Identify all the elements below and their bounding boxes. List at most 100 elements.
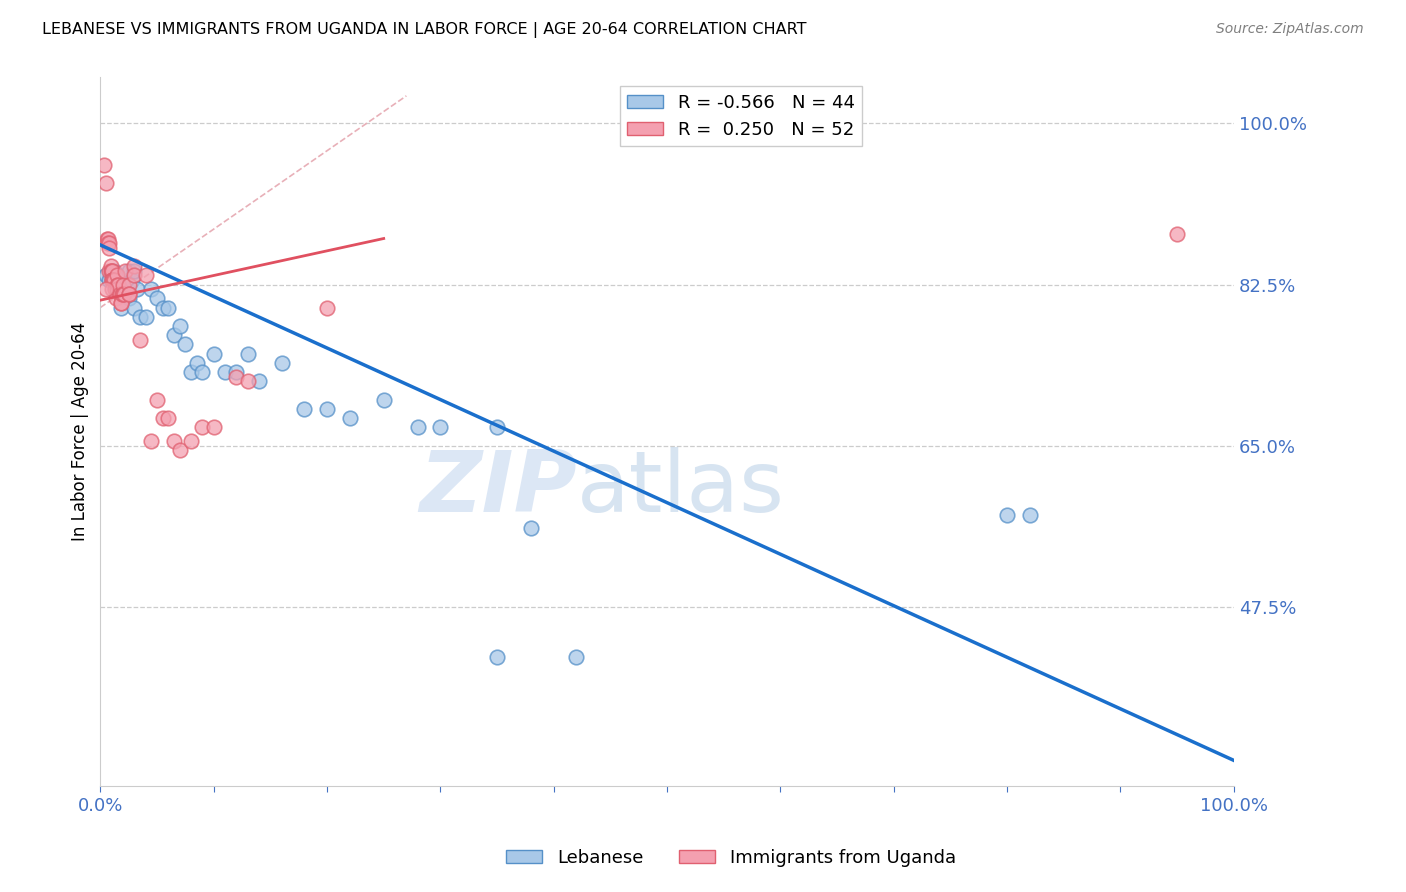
Point — [191, 365, 214, 379]
Point — [186, 356, 208, 370]
Point — [114, 264, 136, 278]
Point — [163, 328, 186, 343]
Point — [98, 241, 121, 255]
Point — [111, 282, 134, 296]
Point — [100, 273, 122, 287]
Point — [101, 273, 124, 287]
Point — [118, 264, 141, 278]
Point — [169, 443, 191, 458]
Point — [121, 273, 143, 287]
Point — [146, 392, 169, 407]
Point — [169, 318, 191, 333]
Point — [339, 411, 361, 425]
Point — [152, 411, 174, 425]
Text: LEBANESE VS IMMIGRANTS FROM UGANDA IN LABOR FORCE | AGE 20-64 CORRELATION CHART: LEBANESE VS IMMIGRANTS FROM UGANDA IN LA… — [42, 22, 807, 38]
Point — [180, 434, 202, 448]
Point — [174, 337, 197, 351]
Point — [247, 374, 270, 388]
Point — [225, 365, 247, 379]
Point — [100, 264, 122, 278]
Point — [98, 273, 121, 287]
Point — [100, 282, 122, 296]
Point — [191, 420, 214, 434]
Point — [486, 650, 509, 665]
Point — [180, 365, 202, 379]
Point — [124, 268, 146, 283]
Point — [236, 346, 259, 360]
Point — [373, 392, 395, 407]
Point — [112, 286, 135, 301]
Point — [163, 434, 186, 448]
Point — [96, 231, 118, 245]
Point — [103, 264, 125, 278]
Point — [406, 420, 429, 434]
Point — [111, 286, 134, 301]
Point — [292, 401, 315, 416]
Point — [94, 268, 117, 283]
Text: Source: ZipAtlas.com: Source: ZipAtlas.com — [1216, 22, 1364, 37]
Point — [107, 277, 129, 292]
Point — [98, 264, 121, 278]
Point — [124, 301, 146, 315]
Point — [105, 268, 128, 283]
Point — [105, 291, 128, 305]
Point — [429, 420, 451, 434]
Text: ZIP: ZIP — [419, 447, 576, 530]
Point — [135, 310, 157, 324]
Point — [100, 264, 122, 278]
Point — [135, 268, 157, 283]
Point — [104, 282, 127, 296]
Point — [124, 259, 146, 273]
Point — [105, 282, 128, 296]
Point — [105, 268, 128, 283]
Point — [124, 264, 146, 278]
Point — [202, 420, 225, 434]
Point — [100, 259, 122, 273]
Point — [146, 291, 169, 305]
Point — [152, 301, 174, 315]
Legend: Lebanese, Immigrants from Uganda: Lebanese, Immigrants from Uganda — [499, 842, 963, 874]
Point — [114, 282, 136, 296]
Point — [93, 158, 115, 172]
Point — [94, 282, 117, 296]
Point — [105, 277, 128, 292]
Point — [225, 369, 247, 384]
Point — [97, 236, 120, 251]
Point — [100, 273, 122, 287]
Point — [100, 273, 122, 287]
Point — [486, 420, 509, 434]
Point — [157, 411, 180, 425]
Point — [118, 291, 141, 305]
Point — [118, 286, 141, 301]
Point — [118, 277, 141, 292]
Point — [129, 333, 152, 347]
Point — [103, 273, 125, 287]
Point — [995, 508, 1018, 522]
Point — [141, 434, 163, 448]
Point — [1166, 227, 1188, 241]
Point — [270, 356, 292, 370]
Point — [316, 401, 339, 416]
Point — [202, 346, 225, 360]
Point — [316, 301, 339, 315]
Point — [118, 286, 141, 301]
Point — [214, 365, 236, 379]
Point — [125, 282, 148, 296]
Point — [520, 521, 543, 535]
Point — [100, 264, 122, 278]
Legend: R = -0.566   N = 44, R =  0.250   N = 52: R = -0.566 N = 44, R = 0.250 N = 52 — [620, 87, 862, 146]
Point — [110, 296, 132, 310]
Point — [141, 282, 163, 296]
Point — [111, 286, 134, 301]
Point — [108, 286, 131, 301]
Point — [110, 296, 132, 310]
Text: atlas: atlas — [576, 447, 785, 530]
Point — [97, 231, 120, 245]
Point — [94, 176, 117, 190]
Point — [98, 236, 121, 251]
Point — [565, 650, 588, 665]
Point — [236, 374, 259, 388]
Point — [157, 301, 180, 315]
Point — [110, 301, 132, 315]
Point — [111, 277, 134, 292]
